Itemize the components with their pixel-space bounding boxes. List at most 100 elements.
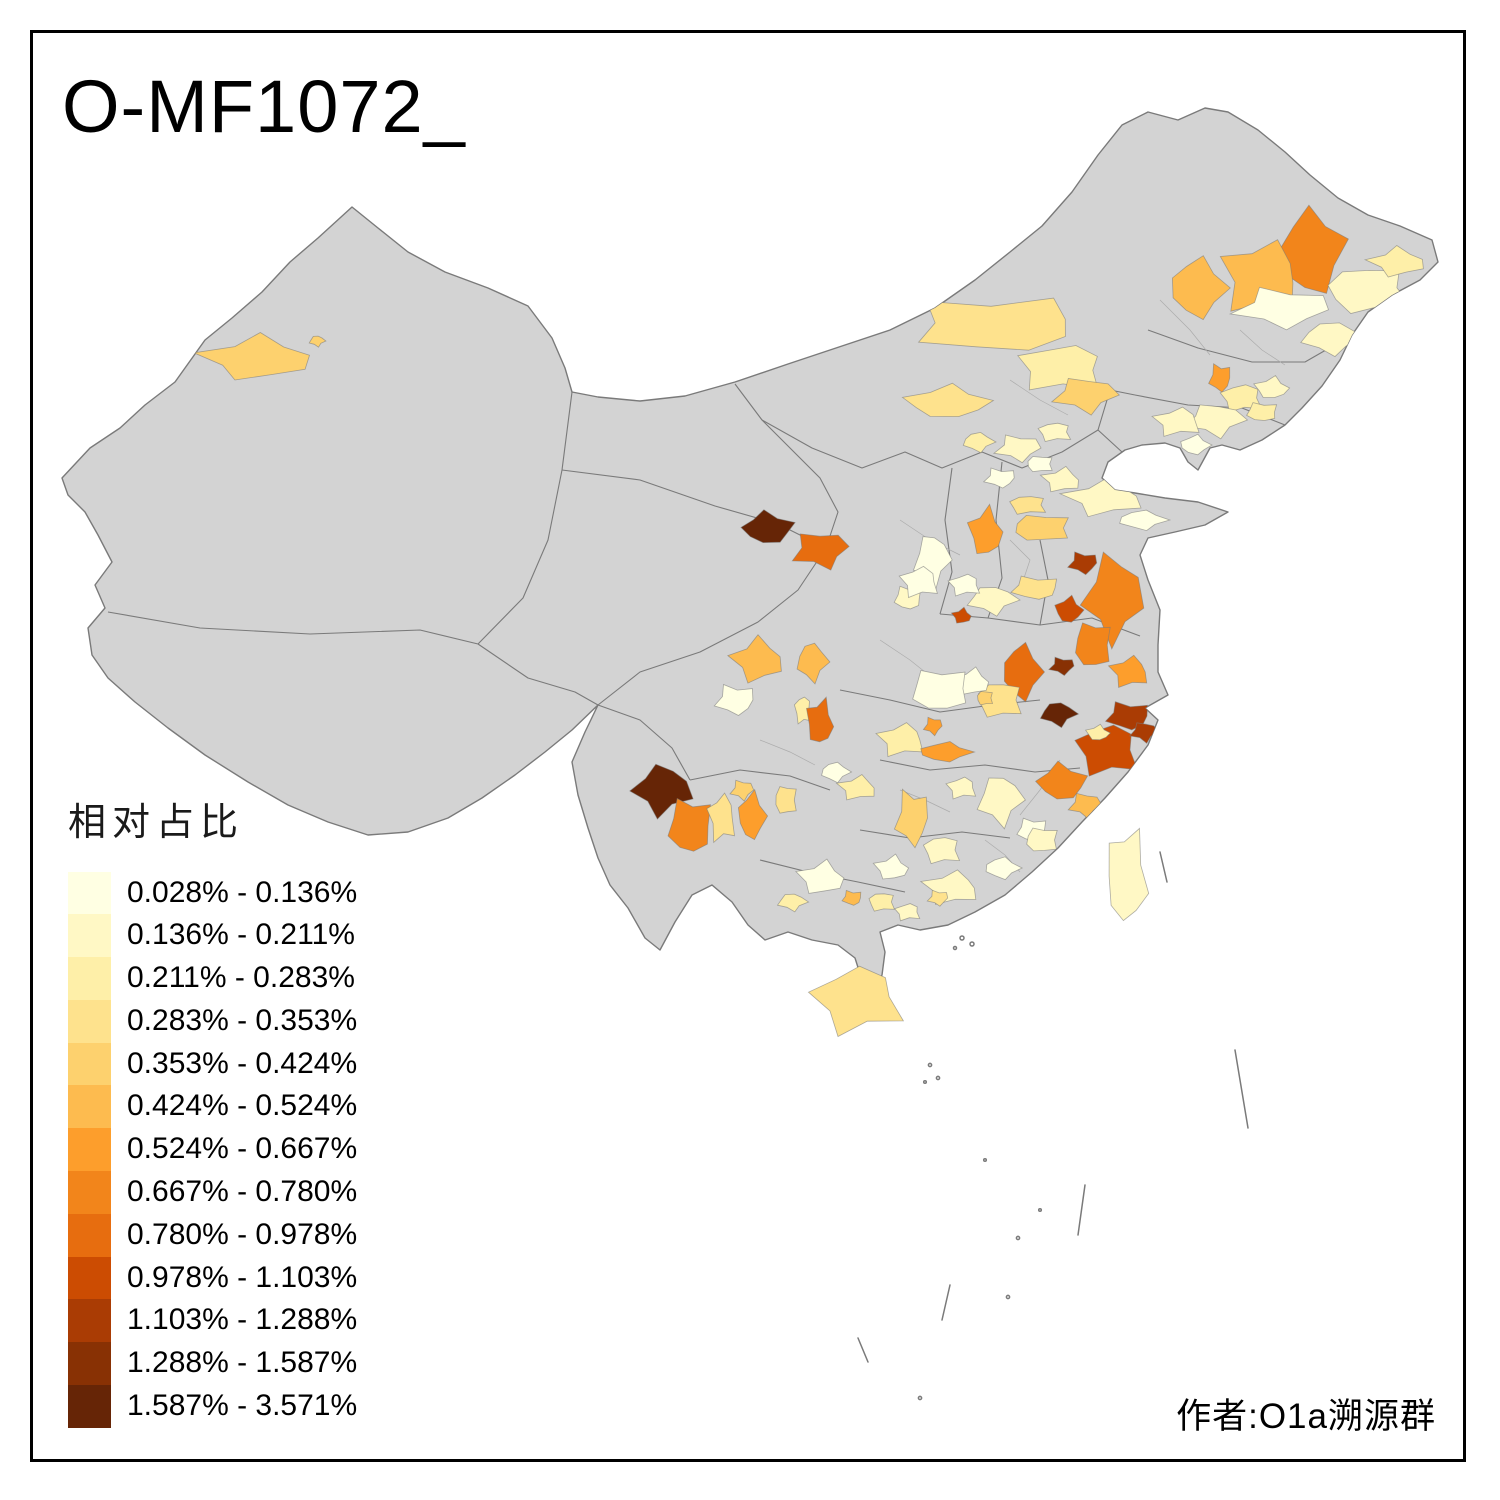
map-region [901,382,995,418]
map-region [868,893,896,912]
legend-item: 0.780% - 0.978% [68,1213,358,1257]
map-region [992,434,1042,464]
map-region [976,777,1026,830]
legend-item: 0.028% - 0.136% [68,871,358,915]
legend-swatch [68,871,111,915]
legend-item: 0.424% - 0.524% [68,1085,357,1129]
map-region [947,573,981,597]
legend-title: 相对占比 [68,802,245,844]
map-region [1129,722,1160,744]
colored-region-patches [192,204,1424,922]
legend-item: 0.667% - 0.780% [68,1171,357,1214]
map-region [1039,465,1079,493]
legend-range-label: 0.524% - 0.667% [127,1132,358,1166]
map-region [706,792,735,844]
map-region [922,837,961,865]
legend-item: 0.978% - 1.103% [68,1256,358,1300]
map-region [1151,406,1200,437]
legend-swatch [68,1213,111,1257]
map-region [1228,286,1330,331]
legend-range-label: 0.028% - 0.136% [127,875,358,909]
map-region [192,332,311,381]
map-region [1015,514,1069,541]
map-region [629,763,694,820]
map-region [1246,402,1278,421]
map-region [1050,378,1121,416]
legend-item: 0.283% - 0.353% [68,999,358,1043]
attribution-text: 作者:O1a溯源群 [1176,1397,1436,1436]
map-region [776,893,810,913]
map-region [1048,656,1075,677]
legend-range-label: 0.136% - 0.211% [127,918,355,952]
map-region [835,773,875,801]
legend: 相对占比 0.028% - 0.136% 0.136% - 0.211% 0.211… [68,800,357,1428]
map-region [713,683,754,716]
map-region [977,691,994,706]
map-region [893,903,921,922]
map-region [893,788,928,849]
legend-item: 1.288% - 1.587% [68,1342,357,1386]
map-region [737,788,769,841]
legend-swatch [68,1085,111,1129]
legend-range-label: 0.353% - 0.424% [127,1046,358,1080]
legend-item: 0.524% - 0.667% [68,1128,358,1172]
map-region [1253,374,1291,398]
legend-item: 0.211% - 0.283% [68,957,357,1000]
map-region [982,467,1015,489]
legend-range-label: 0.978% - 1.103% [127,1260,358,1294]
legend-item: 0.136% - 0.211% [68,914,357,958]
map-region [1054,594,1085,623]
map-region [919,869,977,905]
small-sea-islands [857,851,1249,1401]
map-region [667,797,711,852]
map-region [1300,322,1369,358]
map-region [917,297,1066,351]
legend-swatch [68,1342,111,1386]
map-region [806,696,835,743]
map-region [729,779,755,802]
legend-range-label: 0.283% - 0.353% [127,1003,358,1037]
legend-swatch [68,1128,111,1172]
legend-range-label: 1.587% - 3.571% [127,1389,358,1423]
legend-swatch [68,1256,111,1300]
map-region [962,431,997,454]
map-region [1107,654,1148,688]
legend-swatch [68,1385,111,1428]
legend-range-label: 1.103% - 1.288% [127,1303,358,1337]
legend-swatch [68,1042,111,1086]
map-region [1039,702,1080,729]
map-region [1079,551,1145,650]
map-region [775,786,797,814]
legend-item: 0.353% - 0.424% [68,1042,358,1086]
map-region [1010,575,1058,600]
figure-border [30,30,1466,1462]
map-region [920,741,976,763]
legend-range-label: 0.780% - 0.978% [127,1217,358,1251]
legend-rows: 0.028% - 0.136% 0.136% - 0.211% 0.211% - 0… [68,871,358,1428]
map-region [1119,509,1172,532]
map-region [1037,422,1072,442]
island-hainan [807,965,905,1038]
map-region [841,889,862,906]
map-region [1027,456,1053,473]
map-region [1280,204,1349,294]
map-region [875,722,924,758]
map-region [945,776,977,800]
map-region [1208,362,1231,393]
island-patches [807,827,1150,1038]
map-region [966,503,1004,555]
legend-item: 1.103% - 1.288% [68,1299,358,1343]
map-region [726,634,782,684]
map-region [926,889,949,907]
legend-item: 1.587% - 3.571% [68,1385,357,1428]
map-region [898,565,938,599]
legend-swatch [68,1299,111,1343]
legend-range-label: 0.211% - 0.283% [127,961,355,995]
map-region [922,716,943,737]
map-region [912,670,967,709]
legend-swatch [68,999,111,1043]
page-title: O-MF1072_ [62,65,466,148]
map-region [821,761,853,784]
